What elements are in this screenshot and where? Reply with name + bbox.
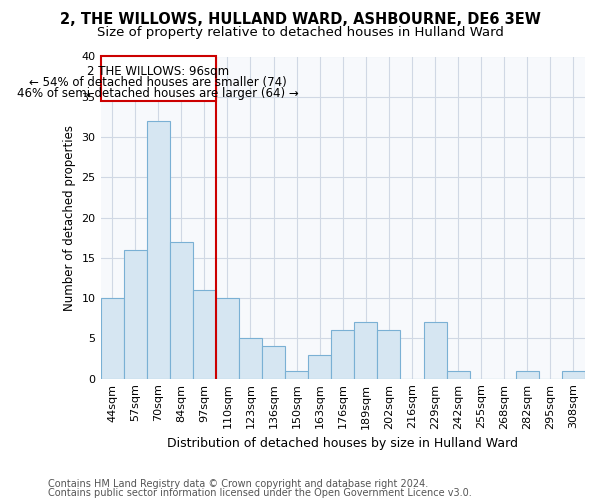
Bar xyxy=(354,322,377,378)
Bar xyxy=(101,298,124,378)
Bar xyxy=(216,298,239,378)
Bar xyxy=(124,250,146,378)
Bar xyxy=(516,370,539,378)
Text: Size of property relative to detached houses in Hulland Ward: Size of property relative to detached ho… xyxy=(97,26,503,39)
Bar xyxy=(262,346,285,378)
FancyBboxPatch shape xyxy=(101,56,216,101)
Bar xyxy=(239,338,262,378)
Bar xyxy=(377,330,400,378)
Text: Contains HM Land Registry data © Crown copyright and database right 2024.: Contains HM Land Registry data © Crown c… xyxy=(48,479,428,489)
Bar xyxy=(193,290,216,378)
Bar xyxy=(170,242,193,378)
Bar xyxy=(308,354,331,378)
Bar xyxy=(285,370,308,378)
Bar xyxy=(446,370,470,378)
Bar xyxy=(146,121,170,378)
Text: 46% of semi-detached houses are larger (64) →: 46% of semi-detached houses are larger (… xyxy=(17,87,299,100)
X-axis label: Distribution of detached houses by size in Hulland Ward: Distribution of detached houses by size … xyxy=(167,437,518,450)
Text: Contains public sector information licensed under the Open Government Licence v3: Contains public sector information licen… xyxy=(48,488,472,498)
Text: 2 THE WILLOWS: 96sqm: 2 THE WILLOWS: 96sqm xyxy=(87,64,229,78)
Text: ← 54% of detached houses are smaller (74): ← 54% of detached houses are smaller (74… xyxy=(29,76,287,89)
Bar xyxy=(424,322,446,378)
Y-axis label: Number of detached properties: Number of detached properties xyxy=(63,124,76,310)
Bar xyxy=(562,370,585,378)
Bar xyxy=(331,330,354,378)
Text: 2, THE WILLOWS, HULLAND WARD, ASHBOURNE, DE6 3EW: 2, THE WILLOWS, HULLAND WARD, ASHBOURNE,… xyxy=(59,12,541,28)
